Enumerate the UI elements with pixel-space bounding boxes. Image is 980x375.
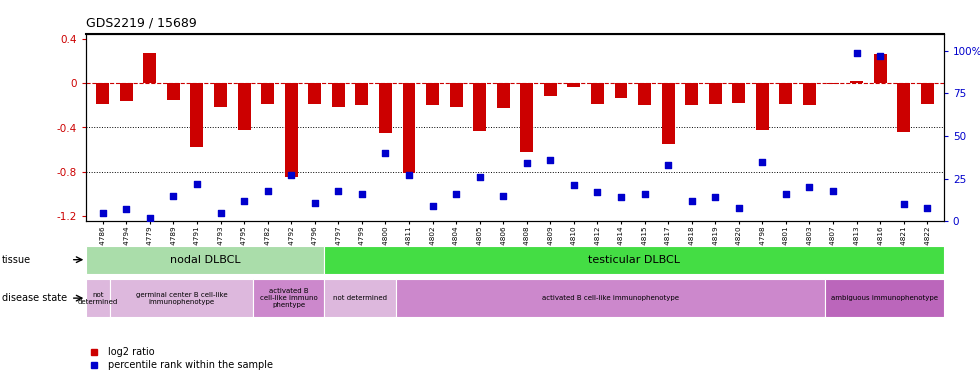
Point — [661, 162, 676, 168]
Bar — [732, 83, 745, 103]
Bar — [379, 83, 392, 133]
Bar — [803, 83, 816, 105]
Bar — [309, 83, 321, 104]
Bar — [873, 54, 887, 83]
Bar — [285, 83, 298, 177]
Bar — [426, 83, 439, 105]
Bar — [167, 83, 180, 100]
Text: GDS2219 / 15689: GDS2219 / 15689 — [86, 17, 197, 30]
Bar — [86, 246, 324, 274]
Point — [731, 205, 747, 211]
Bar — [261, 83, 274, 104]
Point — [896, 201, 911, 207]
Bar — [356, 83, 368, 105]
Point — [213, 210, 228, 216]
Bar — [779, 83, 793, 104]
Bar — [662, 83, 674, 144]
Point — [377, 150, 393, 156]
Bar — [824, 279, 944, 317]
Point — [448, 191, 464, 197]
Bar — [520, 83, 533, 152]
Point — [424, 203, 440, 209]
Bar — [253, 279, 324, 317]
Point — [613, 194, 629, 200]
Bar — [86, 279, 110, 317]
Bar — [685, 83, 698, 105]
Point — [283, 172, 299, 178]
Bar — [237, 83, 251, 130]
Point — [802, 184, 817, 190]
Bar — [567, 83, 580, 87]
Bar — [120, 83, 132, 101]
Text: not determined: not determined — [333, 295, 387, 301]
Point — [307, 200, 322, 206]
Point — [519, 160, 535, 166]
Text: ambiguous immunophenotype: ambiguous immunophenotype — [831, 295, 938, 301]
Point — [95, 210, 111, 216]
Point — [401, 172, 416, 178]
Point — [825, 188, 841, 194]
Bar — [591, 83, 604, 104]
Text: tissue: tissue — [2, 255, 31, 265]
Bar — [450, 83, 463, 106]
Point — [778, 191, 794, 197]
Point — [872, 53, 888, 59]
Bar — [324, 279, 396, 317]
Text: testicular DLBCL: testicular DLBCL — [588, 255, 680, 265]
Point — [919, 205, 935, 211]
Bar — [921, 83, 934, 104]
Text: nodal DLBCL: nodal DLBCL — [170, 255, 241, 265]
Bar — [638, 83, 651, 105]
Bar — [403, 83, 416, 173]
Point — [354, 191, 369, 197]
Bar — [110, 279, 253, 317]
Bar — [614, 83, 627, 98]
Bar — [396, 279, 824, 317]
Point — [119, 206, 134, 212]
Bar — [143, 53, 157, 83]
Bar — [473, 83, 486, 131]
Point — [566, 183, 582, 189]
Point — [471, 174, 487, 180]
Point — [543, 157, 559, 163]
Bar — [756, 83, 769, 130]
Point — [330, 188, 346, 194]
Point — [495, 193, 511, 199]
Point — [637, 191, 653, 197]
Point — [260, 188, 275, 194]
Bar — [324, 246, 944, 274]
Bar — [544, 83, 557, 96]
Bar — [332, 83, 345, 106]
Point — [142, 215, 158, 221]
Text: disease state: disease state — [2, 293, 67, 303]
Point — [189, 181, 205, 187]
Text: activated B
cell-like immuno
phentype: activated B cell-like immuno phentype — [260, 288, 318, 308]
Point — [236, 198, 252, 204]
Bar — [826, 83, 840, 84]
Bar — [898, 83, 910, 132]
Point — [849, 50, 864, 55]
Point — [166, 193, 181, 199]
Bar — [497, 83, 510, 108]
Bar — [96, 83, 109, 104]
Legend: log2 ratio, percentile rank within the sample: log2 ratio, percentile rank within the s… — [88, 347, 272, 370]
Bar — [214, 83, 227, 106]
Text: not
determined: not determined — [78, 292, 119, 304]
Point — [590, 189, 606, 195]
Point — [708, 194, 723, 200]
Point — [755, 159, 770, 165]
Bar — [190, 83, 204, 147]
Bar — [709, 83, 721, 104]
Bar — [850, 81, 863, 83]
Point — [684, 198, 700, 204]
Text: activated B cell-like immunophenotype: activated B cell-like immunophenotype — [542, 295, 679, 301]
Text: germinal center B cell-like
immunophenotype: germinal center B cell-like immunophenot… — [135, 292, 227, 304]
